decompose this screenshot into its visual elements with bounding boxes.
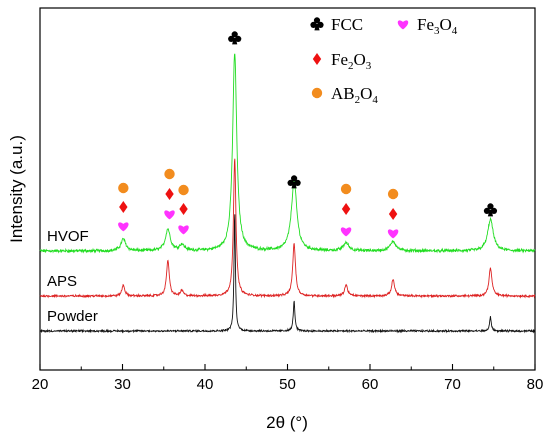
marker-club-50_8 <box>287 175 301 189</box>
legend: FCC Fe3O4 Fe2O3 AB2O4 <box>310 15 458 106</box>
phase-markers <box>118 31 498 239</box>
legend-label-circle: AB2O4 <box>331 84 378 106</box>
marker-circle-37_4 <box>178 184 189 196</box>
plot-border <box>39 7 536 371</box>
series-label-aps: APS <box>47 273 77 290</box>
x-tick-label: 40 <box>197 376 214 393</box>
legend-label-club: FCC <box>331 15 363 34</box>
y-axis-title: Intensity (a.u.) <box>7 135 26 243</box>
x-tick-label: 60 <box>362 376 379 393</box>
x-tick-label: 80 <box>527 376 544 393</box>
series-line-hvof <box>39 53 536 254</box>
series-label-powder: Powder <box>47 308 98 325</box>
marker-heart-35_7 <box>164 210 175 220</box>
marker-heart-30_1 <box>118 222 129 232</box>
legend-label-heart: Fe3O4 <box>417 15 458 37</box>
series-line-aps <box>39 158 536 299</box>
marker-diamond-57_1 <box>341 203 351 215</box>
marker-club-74_6 <box>483 203 498 217</box>
legend-symbol-club <box>310 17 324 31</box>
x-axis: 20 30 40 50 60 70 80 <box>32 364 544 393</box>
x-tick-label: 30 <box>114 376 131 393</box>
marker-club-43_6 <box>228 31 242 45</box>
legend-label-diamond: Fe2O3 <box>331 50 372 72</box>
legend-symbol-heart <box>397 20 409 30</box>
marker-circle-62_8 <box>387 188 399 200</box>
legend-symbol-diamond <box>312 53 322 65</box>
marker-heart-37_4 <box>178 225 189 235</box>
plot-frame <box>39 7 536 371</box>
series-labels: HVOF APS Powder <box>47 228 98 325</box>
marker-diamond-30_1 <box>119 201 128 213</box>
marker-heart-57_1 <box>340 227 352 237</box>
series-line-powder <box>39 214 536 334</box>
legend-symbol-circle <box>311 87 323 99</box>
marker-diamond-37_4 <box>179 203 188 215</box>
x-axis-title: 2θ (°) <box>266 413 308 432</box>
marker-circle-57_1 <box>340 183 352 195</box>
x-tick-label: 20 <box>32 376 49 393</box>
marker-circle-30_1 <box>118 182 129 194</box>
marker-circle-35_7 <box>164 168 175 180</box>
marker-diamond-62_8 <box>388 208 398 220</box>
series-label-hvof: HVOF <box>47 228 89 245</box>
series-group <box>39 53 536 334</box>
marker-heart-62_8 <box>387 229 399 239</box>
x-tick-label: 50 <box>279 376 296 393</box>
marker-diamond-35_7 <box>165 188 174 200</box>
x-tick-label: 70 <box>444 376 461 393</box>
